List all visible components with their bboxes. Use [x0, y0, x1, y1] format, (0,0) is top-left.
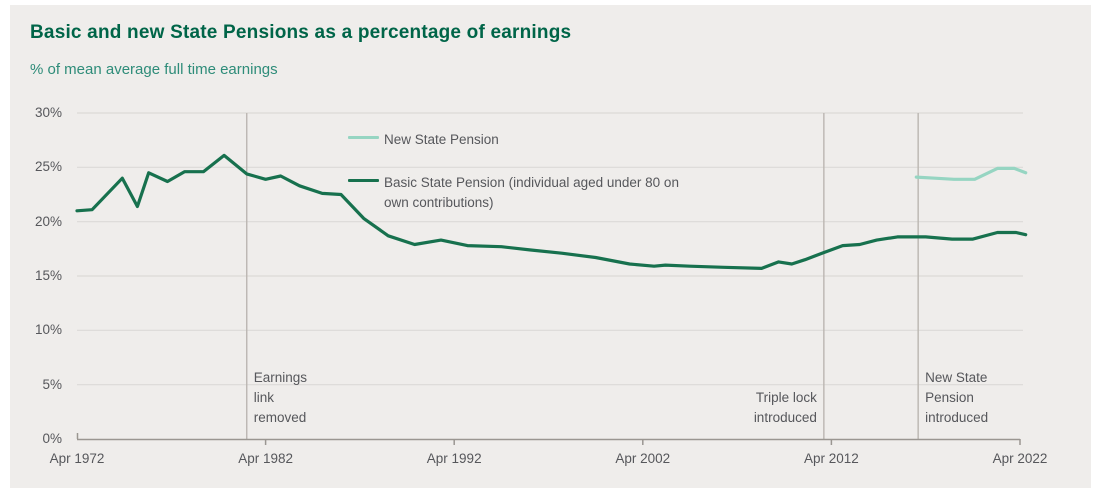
- legend-label-basic-state-pension-line1: Basic State Pension (individual aged und…: [384, 175, 679, 190]
- series-line-basic-state-pension-individual-aged-unde: [75, 153, 1028, 270]
- x-tick-label-1992: Apr 1992: [426, 451, 482, 466]
- legend-swatch-new-state-pension: [348, 136, 379, 139]
- legend-label-new-state-pension: New State Pension: [384, 132, 499, 147]
- legend-label-basic-state-pension-line2: own contributions): [384, 195, 494, 210]
- x-tick-label-2022: Apr 2022: [992, 451, 1048, 466]
- x-tick-label-2002: Apr 2002: [615, 451, 671, 466]
- y-tick-label-30: 30%: [34, 105, 62, 120]
- x-tick-label-2012: Apr 2012: [803, 451, 859, 466]
- annotation-label-2: New State Pension introduced: [925, 370, 989, 425]
- chart-title: Basic and new State Pensions as a percen…: [30, 22, 572, 43]
- x-tick-label-1982: Apr 1982: [238, 451, 293, 466]
- y-tick-label-5: 5%: [42, 376, 62, 392]
- series-line-new-state-pension: [914, 166, 1028, 181]
- chart-card: [10, 5, 1091, 488]
- y-tick-label-10: 10%: [34, 322, 62, 338]
- y-tick-label-15: 15%: [34, 268, 62, 283]
- annotation-label-1: Triple lock introduced: [753, 390, 817, 425]
- y-tick-label-0: 0%: [42, 431, 62, 446]
- legend-swatch-basic-state-pension: [348, 179, 379, 182]
- chart-subtitle: % of mean average full time earnings: [30, 61, 278, 78]
- y-tick-label-20: 20%: [34, 213, 62, 229]
- annotation-label-0: Earnings link removed: [253, 370, 308, 425]
- x-tick-label-1972: Apr 1972: [49, 451, 105, 466]
- y-tick-label-25: 25%: [34, 159, 62, 175]
